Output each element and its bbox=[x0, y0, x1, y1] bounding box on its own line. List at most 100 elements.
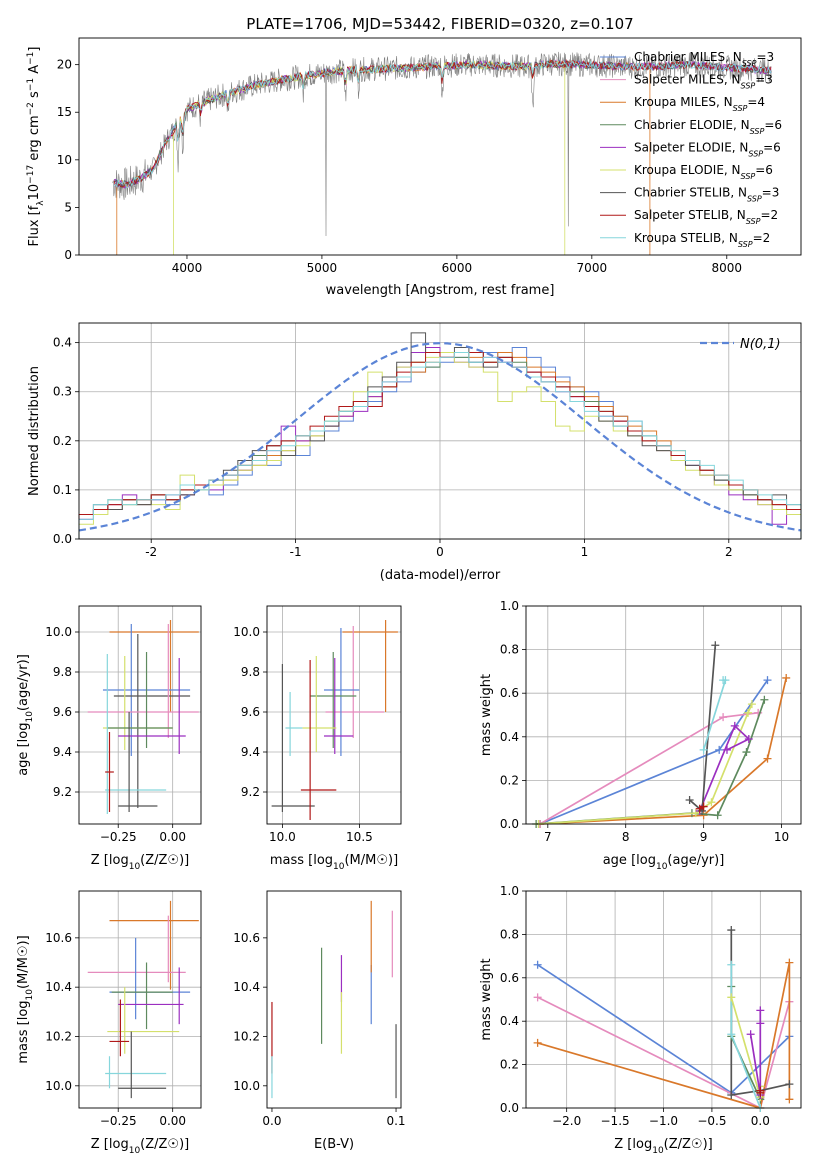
y-axis-label: mass weight bbox=[479, 674, 494, 756]
x-tick-label: 8 bbox=[622, 830, 630, 844]
x-tick-label: -1 bbox=[290, 545, 302, 559]
weight-marker bbox=[756, 1019, 765, 1028]
age-vs-metallicity-panel: −0.25 0.00 9.2 9.4 9.6 9.8 10.0 Z [log10(Z/Z☉)]… bbox=[16, 605, 202, 872]
weight-marker bbox=[699, 745, 708, 754]
weight-marker bbox=[747, 700, 756, 709]
y-tick-label: 10.4 bbox=[233, 980, 260, 994]
weight-marker bbox=[782, 673, 791, 682]
plot-frame bbox=[266, 605, 402, 825]
weight-line bbox=[689, 645, 717, 813]
weight-marker bbox=[715, 745, 724, 754]
figure-title: PLATE=1706, MJD=53442, FIBERID=0320, z=0… bbox=[246, 15, 633, 33]
x-axis-label: Z [log10(Z/Z☉)] bbox=[91, 853, 189, 872]
mass-vs-extinction-panel: 0.0 0.1 10.0 10.2 10.4 10.6 E(B-V) bbox=[233, 890, 406, 1152]
x-axis-label: age [log10(age/yr)] bbox=[603, 853, 725, 872]
weight-line bbox=[537, 962, 791, 1110]
y-tick-label: 0.4 bbox=[53, 336, 72, 350]
weight-marker bbox=[727, 960, 736, 969]
weight-marker bbox=[742, 748, 751, 757]
y-tick-label: 9.8 bbox=[53, 665, 72, 679]
weight-marker bbox=[713, 811, 722, 820]
x-tick-label: −1.5 bbox=[601, 1114, 630, 1128]
weight-line bbox=[698, 724, 751, 812]
y-tick-label: 0.6 bbox=[500, 971, 519, 985]
x-tick-label: 1 bbox=[581, 545, 589, 559]
weight-marker bbox=[707, 798, 716, 807]
weight-line bbox=[702, 679, 727, 751]
y-tick-label: 0.2 bbox=[53, 434, 72, 448]
plot-frame bbox=[525, 605, 802, 825]
legend-entry: N(0,1) bbox=[740, 337, 781, 352]
x-tick-label: 9 bbox=[700, 830, 708, 844]
legend-entry: Chabrier ELODIE, NSSP=6 bbox=[634, 118, 782, 136]
plot-frame bbox=[525, 890, 802, 1109]
weight-marker bbox=[533, 960, 542, 969]
plot-frame bbox=[78, 37, 802, 256]
weight-marker bbox=[699, 811, 708, 820]
y-tick-label: 0.0 bbox=[53, 532, 72, 546]
y-axis-label: Normed distribution bbox=[27, 366, 42, 496]
y-tick-label: 20 bbox=[57, 58, 72, 72]
weight-marker bbox=[727, 1030, 736, 1039]
y-tick-label: 0.2 bbox=[500, 1058, 519, 1072]
weight-marker bbox=[744, 734, 753, 743]
x-tick-label: 0 bbox=[436, 545, 444, 559]
x-tick-label: −0.25 bbox=[100, 830, 137, 844]
legend-entry: Salpeter STELIB, NSSP=2 bbox=[634, 208, 778, 226]
weight-marker bbox=[756, 1086, 765, 1095]
x-tick-label: −1.0 bbox=[649, 1114, 678, 1128]
x-axis-label: E(B-V) bbox=[314, 1137, 354, 1152]
x-axis-label: wavelength [Angstrom, rest frame] bbox=[326, 283, 555, 298]
y-axis-label: mass weight bbox=[479, 958, 494, 1040]
y-tick-label: 9.4 bbox=[53, 745, 72, 759]
weight-marker bbox=[730, 721, 739, 730]
weight-marker bbox=[727, 1090, 736, 1099]
x-tick-label: 0.00 bbox=[159, 1114, 186, 1128]
weight-marker bbox=[785, 958, 794, 967]
weight-marker bbox=[722, 745, 731, 754]
y-tick-label: 10.0 bbox=[45, 625, 72, 639]
spectrum-legend: Chabrier MILES, NSSP=3 Salpeter MILES, NS… bbox=[600, 50, 782, 248]
x-tick-label: 0.0 bbox=[751, 1114, 770, 1128]
y-tick-label: 0.3 bbox=[53, 385, 72, 399]
age-vs-mass-panel: 10.0 10.5 9.2 9.4 9.6 9.8 10.0 mass [log10(M/M☉… bbox=[233, 605, 402, 872]
weight-marker bbox=[744, 708, 753, 717]
y-tick-label: 10.2 bbox=[45, 1029, 72, 1043]
y-tick-label: 9.4 bbox=[241, 745, 260, 759]
x-tick-label: −0.25 bbox=[100, 1114, 137, 1128]
weight-marker bbox=[719, 713, 728, 722]
y-tick-label: 0.4 bbox=[500, 730, 519, 744]
weight-marker bbox=[699, 802, 708, 811]
weight-marker bbox=[746, 1030, 755, 1039]
y-tick-label: 9.6 bbox=[53, 705, 72, 719]
spectrum-panel: 4000 5000 6000 7000 8000 0 5 10 15 20 Chabrier MIL… bbox=[26, 37, 802, 298]
normal-distribution-curve bbox=[78, 342, 802, 532]
plot-frame bbox=[78, 605, 202, 825]
x-tick-label: 0.1 bbox=[386, 1114, 405, 1128]
histogram-step bbox=[78, 351, 802, 539]
x-tick-label: 10 bbox=[774, 830, 789, 844]
legend-entry: Salpeter MILES, NSSP=3 bbox=[634, 73, 773, 91]
weight-marker bbox=[763, 754, 772, 763]
x-tick-label: -2 bbox=[145, 545, 157, 559]
weight-line bbox=[749, 1010, 762, 1096]
weight-marker bbox=[719, 676, 728, 685]
x-tick-label: 2 bbox=[725, 545, 733, 559]
weight-line bbox=[539, 677, 788, 825]
x-tick-label: 5000 bbox=[307, 261, 338, 275]
legend-entry: Chabrier MILES, NSSP=3 bbox=[634, 50, 774, 68]
y-tick-label: 0.6 bbox=[500, 686, 519, 700]
weight-marker bbox=[763, 676, 772, 685]
y-tick-label: 0.1 bbox=[53, 483, 72, 497]
y-tick-label: 5 bbox=[64, 200, 72, 214]
y-axis-label: Flux [fλ10−17 erg cm−2 s−1 A−1] bbox=[26, 47, 46, 247]
plot-frame bbox=[78, 322, 802, 540]
y-tick-label: 10.0 bbox=[233, 625, 260, 639]
x-tick-label: 7000 bbox=[577, 261, 608, 275]
weight-marker bbox=[760, 695, 769, 704]
model-spectrum-line bbox=[116, 58, 651, 255]
y-tick-label: 0.4 bbox=[500, 1014, 519, 1028]
weight-marker bbox=[685, 796, 694, 805]
x-tick-label: −0.5 bbox=[697, 1114, 726, 1128]
weight-line bbox=[730, 964, 762, 1109]
